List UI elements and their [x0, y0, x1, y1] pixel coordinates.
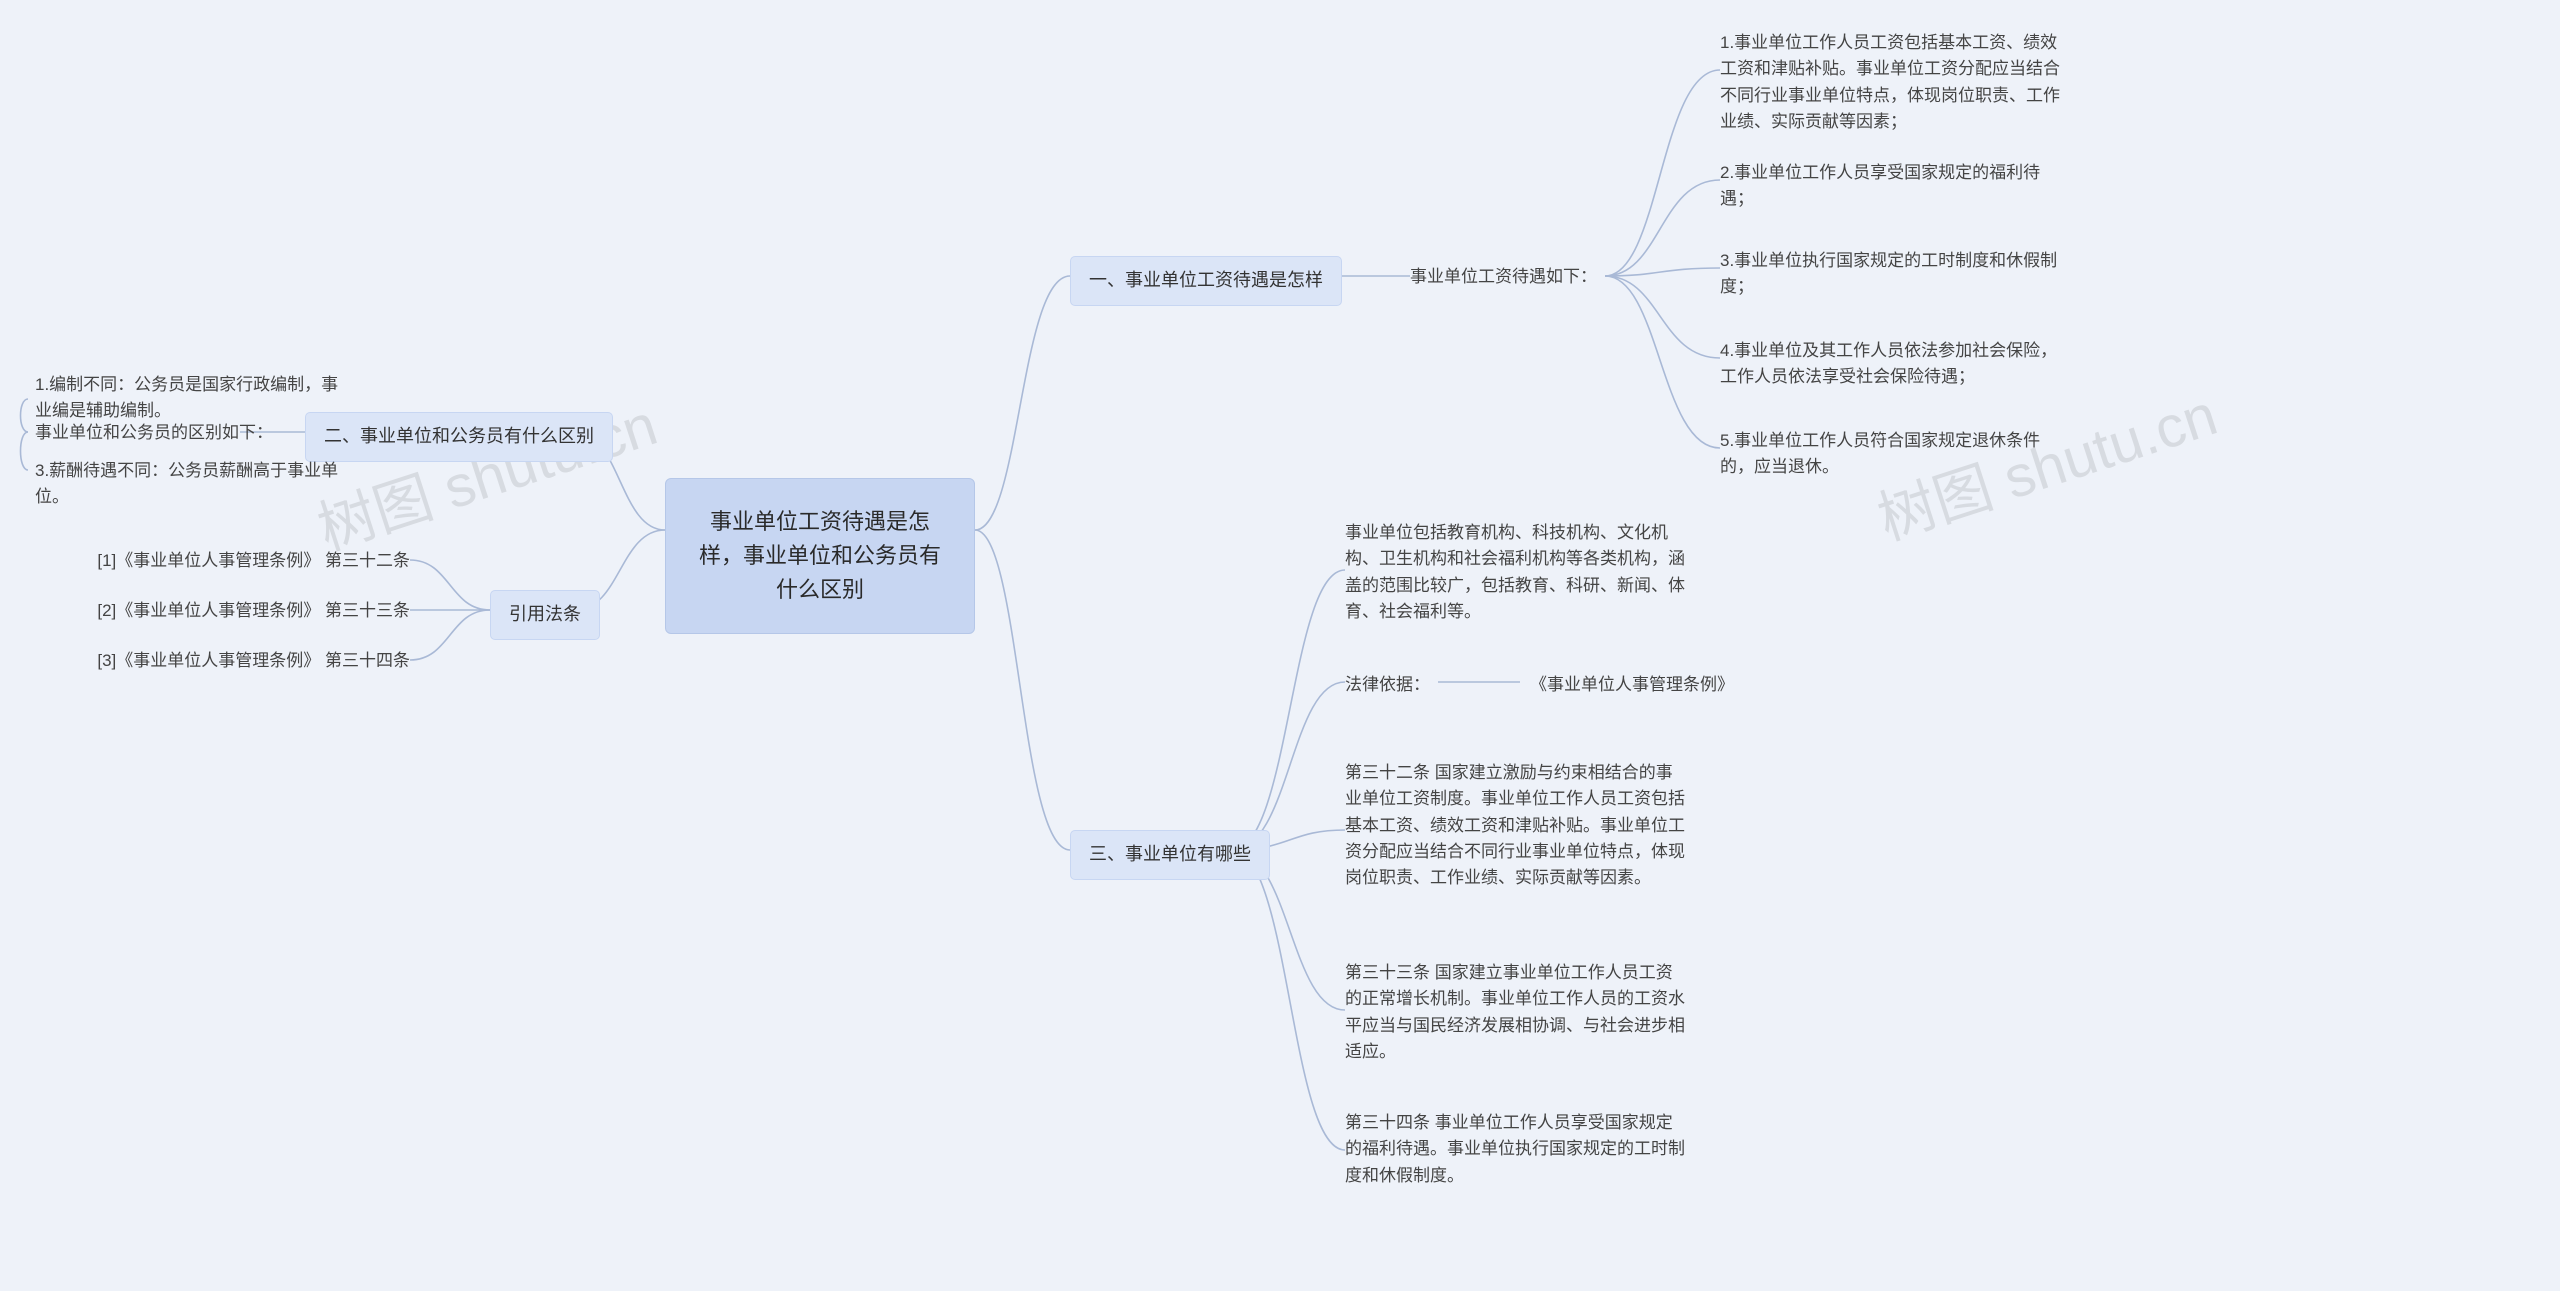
- root-title: 事业单位工资待遇是怎样，事业单位和公务员有什么区别: [699, 509, 941, 602]
- watermark-left: 树图 shutu.cn: [306, 378, 666, 566]
- r1-item-1: 1.事业单位工作人员工资包括基本工资、绩效工资和津贴补贴。事业单位工资分配应当结…: [1720, 30, 2060, 135]
- r3-item-3: 第三十三条 国家建立事业单位工作人员工资的正常增长机制。事业单位工作人员的工资水…: [1345, 960, 1685, 1065]
- r1-item-4: 4.事业单位及其工作人员依法参加社会保险，工作人员依法享受社会保险待遇；: [1720, 338, 2060, 391]
- r1-sublabel: 事业单位工资待遇如下：: [1410, 264, 1597, 290]
- branch-r3-label: 三、事业单位有哪些: [1089, 844, 1251, 864]
- r3-law-value: 《事业单位人事管理条例》: [1530, 672, 1734, 698]
- r3-item-1: 事业单位包括教育机构、科技机构、文化机构、卫生机构和社会福利机构等各类机构，涵盖…: [1345, 520, 1685, 625]
- branch-l2-label: 二、事业单位和公务员有什么区别: [324, 426, 594, 446]
- r3-law-label: 法律依据：: [1345, 672, 1430, 698]
- branch-ref[interactable]: 引用法条: [490, 590, 600, 640]
- branch-ref-label: 引用法条: [509, 604, 581, 624]
- ref-item-1: [1]《事业单位人事管理条例》 第三十二条: [95, 548, 410, 574]
- branch-r1-label: 一、事业单位工资待遇是怎样: [1089, 270, 1323, 290]
- r1-item-3: 3.事业单位执行国家规定的工时制度和休假制度；: [1720, 248, 2060, 301]
- ref-item-3: [3]《事业单位人事管理条例》 第三十四条: [95, 648, 410, 674]
- l2-item-2: 3.薪酬待遇不同：公务员薪酬高于事业单位。: [35, 458, 355, 511]
- branch-r3[interactable]: 三、事业单位有哪些: [1070, 830, 1270, 880]
- branch-r1[interactable]: 一、事业单位工资待遇是怎样: [1070, 256, 1342, 306]
- r3-item-4: 第三十四条 事业单位工作人员享受国家规定的福利待遇。事业单位执行国家规定的工时制…: [1345, 1110, 1685, 1189]
- r1-item-5: 5.事业单位工作人员符合国家规定退休条件的，应当退休。: [1720, 428, 2060, 481]
- ref-item-2: [2]《事业单位人事管理条例》 第三十三条: [95, 598, 410, 624]
- r3-item-2: 第三十二条 国家建立激励与约束相结合的事业单位工资制度。事业单位工作人员工资包括…: [1345, 760, 1685, 892]
- connector-layer: [0, 0, 2560, 1291]
- l2-item-1: 1.编制不同：公务员是国家行政编制，事业编是辅助编制。: [35, 372, 355, 425]
- r1-item-2: 2.事业单位工作人员享受国家规定的福利待遇；: [1720, 160, 2060, 213]
- root-node[interactable]: 事业单位工资待遇是怎样，事业单位和公务员有什么区别: [665, 478, 975, 634]
